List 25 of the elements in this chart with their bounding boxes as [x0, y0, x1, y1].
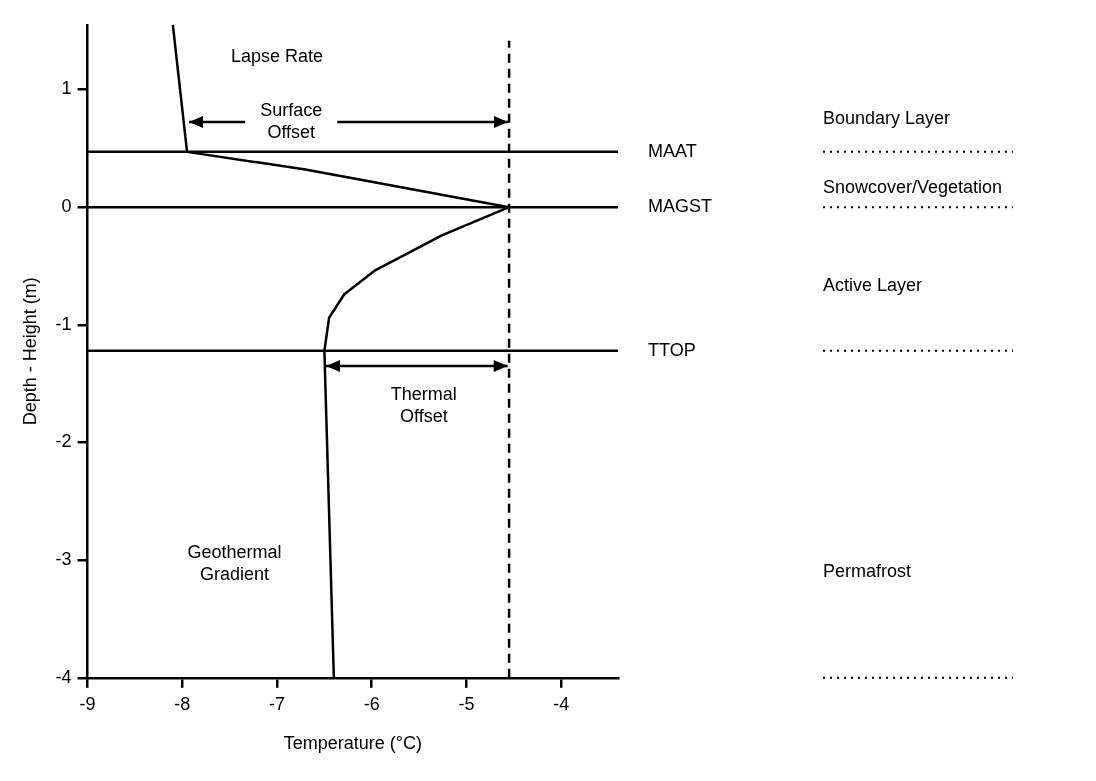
annotation: Thermal Offset	[390, 383, 457, 426]
x-tick-label: -5	[458, 693, 475, 714]
ref-line-label: MAAT	[648, 140, 697, 161]
y-tick-label: 0	[61, 196, 72, 217]
x-tick-label: -6	[363, 693, 380, 714]
annotation: Lapse Rate	[230, 45, 324, 66]
text: Active Layer	[823, 274, 923, 295]
x-tick-label: -9	[79, 693, 96, 714]
y-tick-label: -2	[55, 431, 72, 452]
y-tick-label: -1	[55, 313, 72, 334]
y-axis-title: Depth - Height (m)	[19, 277, 40, 426]
x-tick-label: -4	[553, 693, 570, 714]
ref-line-label: MAGST	[648, 196, 713, 217]
annotation: Surface Offset	[260, 100, 323, 143]
y-tick-label: -4	[55, 666, 72, 687]
text: Boundary Layer	[823, 107, 951, 128]
x-tick-label: -7	[269, 693, 286, 714]
text: Snowcover/Vegetation	[823, 177, 1003, 198]
annotation: Geothermal Gradient	[187, 541, 282, 584]
x-axis-title: Temperature (°C)	[283, 733, 422, 754]
text: Permafrost	[823, 560, 912, 581]
y-tick-label: -3	[55, 549, 72, 570]
ref-line-label: TTOP	[648, 339, 696, 360]
x-tick-label: -8	[174, 693, 191, 714]
y-tick-label: 1	[61, 78, 72, 99]
